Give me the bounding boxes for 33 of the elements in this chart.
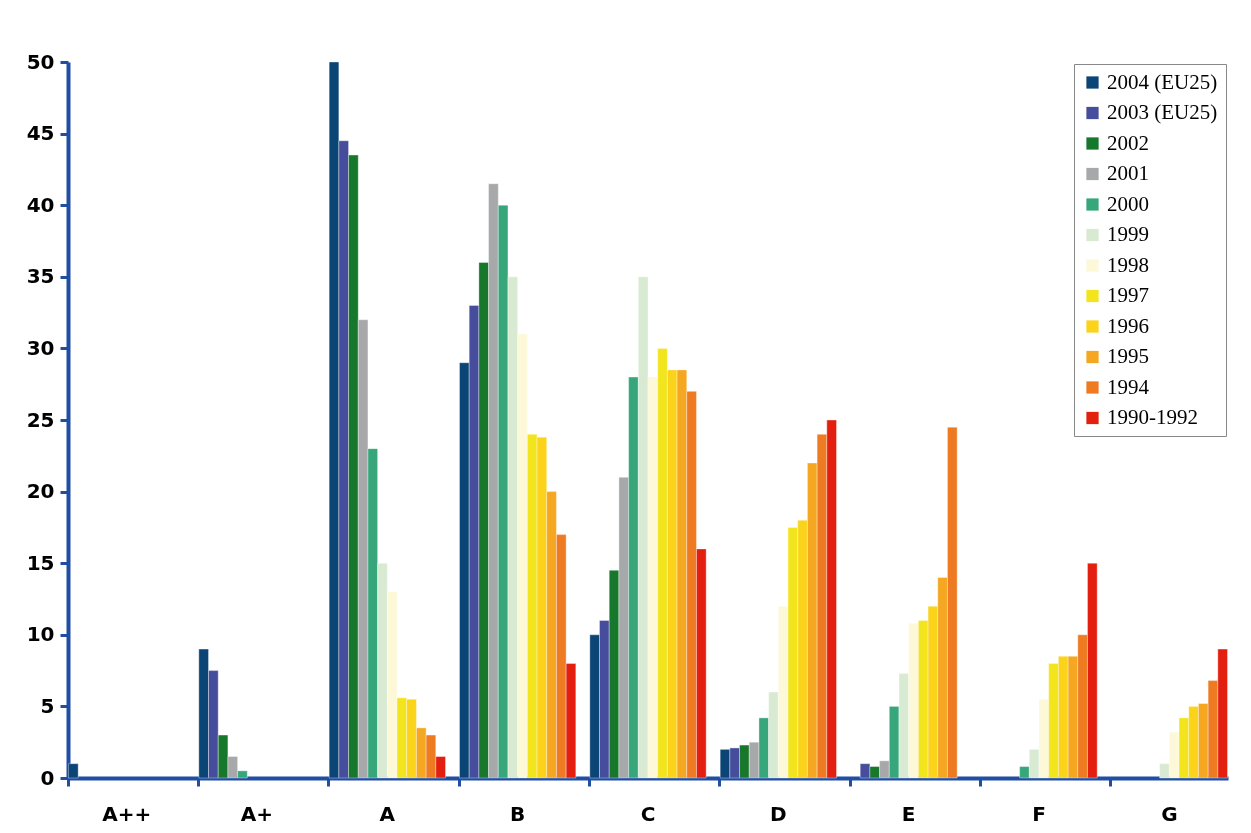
x-tick-label: E <box>901 801 916 826</box>
legend-label: 2000 <box>1107 191 1149 216</box>
y-tick-label: 30 <box>26 335 55 360</box>
y-tick-label: 45 <box>26 121 55 146</box>
legend-label: 2003 (EU25) <box>1107 100 1218 124</box>
x-tick-label: A++ <box>102 801 152 826</box>
legend-label: 1995 <box>1107 344 1149 368</box>
legend-label: 2002 <box>1107 130 1149 155</box>
x-tick-label: G <box>1161 801 1178 826</box>
legend-label: 1998 <box>1107 252 1149 277</box>
y-tick-label: 10 <box>26 622 55 647</box>
legend-label: 2001 <box>1107 161 1149 185</box>
x-tick-label: A+ <box>240 801 274 826</box>
y-tick-label: 35 <box>26 264 55 289</box>
bar <box>68 763 79 779</box>
legend-label: 2004 (EU25) <box>1107 69 1218 94</box>
y-tick-label: 25 <box>26 407 55 432</box>
y-tick-label: 15 <box>26 550 55 575</box>
y-tick-label: 20 <box>26 479 55 504</box>
legend-label: 1994 <box>1107 374 1150 399</box>
y-tick-label: 5 <box>40 693 55 718</box>
x-tick-label: B <box>510 801 526 826</box>
legend-label: 1997 <box>1107 283 1149 307</box>
legend-label: 1999 <box>1107 222 1149 246</box>
x-tick-label: F <box>1032 801 1046 826</box>
x-tick-label: C <box>640 801 656 826</box>
y-tick-label: 50 <box>26 49 55 74</box>
y-tick-label: 0 <box>40 765 55 790</box>
y-tick-label: 40 <box>26 192 55 217</box>
legend-label: 1996 <box>1107 313 1149 338</box>
x-tick-label: D <box>770 801 787 826</box>
x-tick-label: A <box>379 801 396 826</box>
legend-label: 1990-1992 <box>1107 405 1198 429</box>
